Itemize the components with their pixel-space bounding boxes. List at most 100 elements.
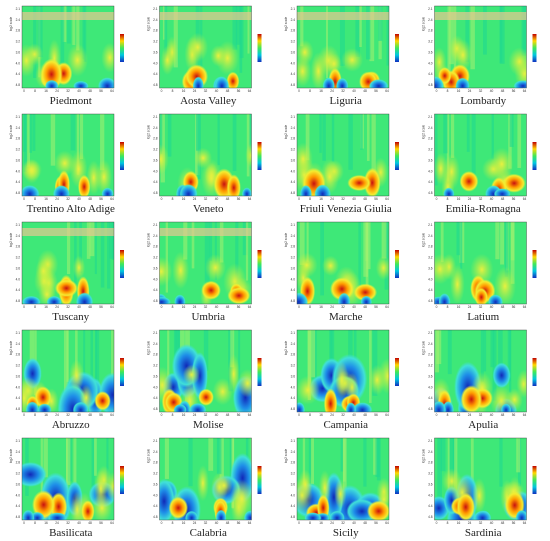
- panel-name: Campania: [323, 419, 368, 431]
- panel-name: Piedmont: [50, 95, 92, 107]
- x-tick-label: 48: [501, 521, 505, 525]
- colorbar: [395, 34, 399, 62]
- x-tick-label: 16: [44, 305, 48, 309]
- hot-blob: [366, 500, 389, 520]
- streak: [160, 114, 163, 155]
- y-axis-label: log2 scale: [9, 233, 13, 248]
- streak: [100, 222, 105, 288]
- streak: [366, 114, 370, 161]
- x-tick-label: 40: [490, 197, 494, 201]
- streak: [480, 330, 484, 383]
- x-tick-label: 56: [512, 89, 516, 93]
- streak: [492, 330, 497, 401]
- scalogram: [434, 438, 527, 520]
- mid-blob: [204, 254, 226, 282]
- plot-frame: [159, 5, 252, 89]
- panel-name: Apulia: [468, 419, 498, 431]
- panel: 0 8 16 24 32 40 48 56 64 2.1 2.4 2.8 3.2 3.6 4.0 4.4 4.8…: [147, 329, 262, 431]
- mid-blob: [453, 39, 473, 71]
- plot-frame: [21, 437, 115, 521]
- streak: [43, 438, 48, 478]
- mid-blob: [494, 266, 516, 304]
- cold-blob: [241, 187, 252, 196]
- x-tick-label: 64: [523, 305, 527, 309]
- x-tick-label: 16: [457, 521, 461, 525]
- cold-blob: [72, 401, 89, 412]
- scalogram: [297, 6, 389, 88]
- x-tick-label: 64: [385, 197, 389, 201]
- y-tick-label: 4.8: [291, 407, 296, 411]
- x-tick-label: 24: [468, 197, 472, 201]
- cold-blob: [434, 76, 444, 88]
- x-tick-label: 16: [182, 521, 186, 525]
- mid-blob: [35, 258, 52, 284]
- x-tick-label: 48: [226, 197, 230, 201]
- streak: [183, 222, 188, 260]
- panel: 0 8 16 24 32 40 48 56 64 2.1 2.4 2.8 3.2 3.6 4.0 4.4 4.8…: [9, 221, 124, 323]
- y-axis-label: log2 scale: [9, 17, 13, 32]
- mid-blob: [368, 364, 386, 396]
- y-tick-label: 2.4: [291, 126, 296, 130]
- hot-blob: [323, 388, 338, 412]
- y-tick-label: 3.6: [291, 50, 296, 54]
- panel-name: Molise: [193, 419, 224, 431]
- x-tick-label: 0: [298, 521, 300, 525]
- streak: [460, 222, 463, 269]
- cold-blob: [184, 510, 199, 520]
- x-tick-label: 24: [193, 89, 197, 93]
- x-tick-label: 0: [161, 305, 163, 309]
- edge-band: [22, 12, 114, 20]
- y-axis-label: log2 scale: [422, 341, 426, 356]
- cold-blob: [488, 294, 504, 304]
- panel-name: Lombardy: [460, 95, 506, 107]
- y-tick-label: 3.6: [153, 50, 158, 54]
- streak: [504, 222, 508, 277]
- x-tick-label: 48: [88, 305, 92, 309]
- y-tick-label: 4.0: [428, 277, 433, 281]
- x-tick-label: 64: [110, 197, 114, 201]
- streak: [369, 6, 375, 62]
- y-tick-label: 2.1: [428, 7, 433, 11]
- streak: [440, 438, 446, 472]
- x-tick-label: 24: [193, 413, 197, 417]
- y-axis-label: log2 scale: [284, 341, 288, 356]
- y-tick-label: 2.1: [16, 331, 21, 335]
- streak: [319, 114, 322, 153]
- y-tick-label: 4.0: [428, 493, 433, 497]
- streak: [111, 330, 114, 383]
- streak: [86, 222, 91, 259]
- x-tick-label: 32: [479, 305, 483, 309]
- colorbar: [532, 358, 537, 386]
- y-tick-label: 4.4: [428, 72, 433, 76]
- x-tick-label: 24: [468, 413, 472, 417]
- streak: [60, 6, 65, 67]
- y-tick-label: 2.1: [291, 115, 296, 119]
- y-tick-label: 2.4: [16, 450, 21, 454]
- x-tick-label: 32: [341, 413, 345, 417]
- x-tick-label: 64: [385, 305, 389, 309]
- mid-blob: [450, 264, 465, 304]
- y-tick-label: 3.2: [291, 256, 296, 260]
- y-tick-label: 3.2: [428, 40, 433, 44]
- streak: [165, 222, 168, 293]
- y-axis-label: log2 scale: [147, 341, 151, 356]
- x-tick-label: 48: [88, 197, 92, 201]
- y-tick-label: 4.8: [16, 191, 21, 195]
- y-tick-label: 2.1: [16, 439, 21, 443]
- cold-blob: [37, 403, 52, 412]
- y-tick-label: 3.2: [291, 364, 296, 368]
- cold-blob: [314, 184, 331, 196]
- colorbar: [532, 34, 537, 62]
- mid-blob: [159, 144, 169, 175]
- plot-frame: [296, 113, 390, 197]
- mid-blob: [227, 354, 240, 394]
- x-tick-label: 32: [66, 89, 70, 93]
- streak: [470, 6, 475, 70]
- x-tick-label: 8: [309, 197, 311, 201]
- cold-blob: [322, 77, 335, 88]
- x-tick-label: 48: [226, 89, 230, 93]
- mid-blob: [215, 475, 233, 496]
- x-tick-label: 40: [215, 89, 219, 93]
- x-tick-label: 48: [363, 89, 367, 93]
- x-tick-label: 0: [161, 521, 163, 525]
